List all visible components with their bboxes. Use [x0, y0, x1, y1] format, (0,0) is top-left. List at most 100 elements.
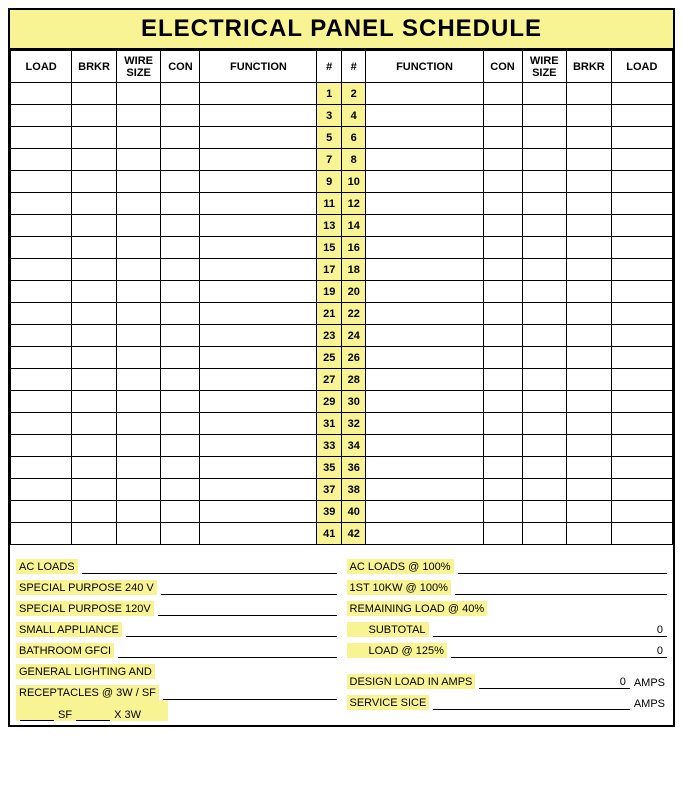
sf-blank[interactable]: [20, 720, 54, 721]
cell[interactable]: [567, 171, 612, 193]
cell[interactable]: [567, 303, 612, 325]
cell[interactable]: [483, 105, 522, 127]
cell[interactable]: [483, 237, 522, 259]
cell[interactable]: [366, 325, 483, 347]
cell[interactable]: [116, 435, 161, 457]
cell[interactable]: [72, 215, 117, 237]
cell[interactable]: [483, 281, 522, 303]
cell[interactable]: [116, 215, 161, 237]
cell[interactable]: [200, 479, 317, 501]
cell[interactable]: [522, 105, 567, 127]
cell[interactable]: [72, 501, 117, 523]
cell[interactable]: [567, 325, 612, 347]
cell[interactable]: [11, 457, 72, 479]
cell[interactable]: [366, 237, 483, 259]
cell[interactable]: [366, 127, 483, 149]
cell[interactable]: [611, 479, 672, 501]
cell[interactable]: [366, 501, 483, 523]
cell[interactable]: [200, 303, 317, 325]
cell[interactable]: [161, 501, 200, 523]
cell[interactable]: [161, 171, 200, 193]
cell[interactable]: [611, 237, 672, 259]
cell[interactable]: [522, 259, 567, 281]
fr-line[interactable]: [455, 594, 667, 595]
cell[interactable]: [200, 457, 317, 479]
cell[interactable]: [72, 105, 117, 127]
cell[interactable]: [483, 369, 522, 391]
cell[interactable]: [200, 501, 317, 523]
cell[interactable]: [522, 369, 567, 391]
cell[interactable]: [11, 105, 72, 127]
cell[interactable]: [116, 347, 161, 369]
cell[interactable]: [116, 501, 161, 523]
cell[interactable]: [366, 215, 483, 237]
cell[interactable]: [522, 171, 567, 193]
cell[interactable]: [567, 105, 612, 127]
cell[interactable]: [567, 83, 612, 105]
cell[interactable]: [366, 435, 483, 457]
cell[interactable]: [11, 149, 72, 171]
cell[interactable]: [161, 369, 200, 391]
cell[interactable]: [116, 369, 161, 391]
cell[interactable]: [567, 391, 612, 413]
cell[interactable]: [11, 303, 72, 325]
cell[interactable]: [522, 281, 567, 303]
cell[interactable]: [483, 347, 522, 369]
cell[interactable]: [116, 391, 161, 413]
cell[interactable]: [483, 193, 522, 215]
cell[interactable]: [366, 413, 483, 435]
cell[interactable]: [11, 369, 72, 391]
cell[interactable]: [116, 149, 161, 171]
cell[interactable]: [366, 149, 483, 171]
cell[interactable]: [366, 193, 483, 215]
cell[interactable]: [483, 127, 522, 149]
cell[interactable]: [72, 435, 117, 457]
cell[interactable]: [567, 457, 612, 479]
cell[interactable]: [11, 171, 72, 193]
cell[interactable]: [161, 347, 200, 369]
fl-line[interactable]: [82, 573, 337, 574]
cell[interactable]: [366, 83, 483, 105]
cell[interactable]: [116, 105, 161, 127]
cell[interactable]: [72, 413, 117, 435]
fr-line[interactable]: [458, 573, 667, 574]
cell[interactable]: [200, 435, 317, 457]
cell[interactable]: [200, 369, 317, 391]
cell[interactable]: [116, 479, 161, 501]
cell[interactable]: [611, 127, 672, 149]
cell[interactable]: [567, 523, 612, 545]
cell[interactable]: [200, 149, 317, 171]
cell[interactable]: [72, 127, 117, 149]
cell[interactable]: [366, 457, 483, 479]
cell[interactable]: [611, 215, 672, 237]
cell[interactable]: [116, 281, 161, 303]
cell[interactable]: [161, 259, 200, 281]
cell[interactable]: [116, 259, 161, 281]
cell[interactable]: [200, 105, 317, 127]
sf-blank2[interactable]: [76, 720, 110, 721]
cell[interactable]: [200, 259, 317, 281]
fr-load125-val[interactable]: 0: [451, 645, 667, 658]
cell[interactable]: [11, 347, 72, 369]
cell[interactable]: [611, 413, 672, 435]
cell[interactable]: [72, 303, 117, 325]
cell[interactable]: [522, 215, 567, 237]
cell[interactable]: [483, 391, 522, 413]
cell[interactable]: [611, 259, 672, 281]
cell[interactable]: [161, 325, 200, 347]
cell[interactable]: [611, 171, 672, 193]
fr-service-val[interactable]: [433, 709, 629, 710]
cell[interactable]: [116, 83, 161, 105]
cell[interactable]: [366, 171, 483, 193]
cell[interactable]: [366, 303, 483, 325]
cell[interactable]: [11, 501, 72, 523]
cell[interactable]: [522, 501, 567, 523]
cell[interactable]: [72, 237, 117, 259]
cell[interactable]: [567, 369, 612, 391]
cell[interactable]: [200, 193, 317, 215]
cell[interactable]: [161, 479, 200, 501]
cell[interactable]: [200, 83, 317, 105]
cell[interactable]: [611, 523, 672, 545]
cell[interactable]: [116, 325, 161, 347]
cell[interactable]: [522, 523, 567, 545]
